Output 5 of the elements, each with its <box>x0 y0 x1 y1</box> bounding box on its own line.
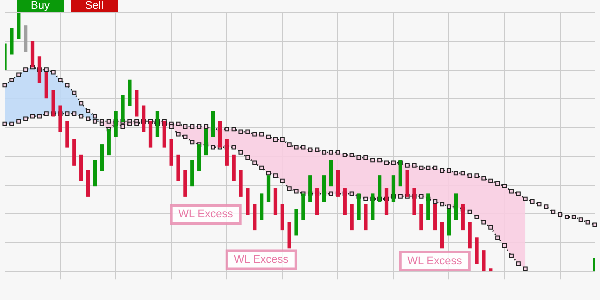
order-button: Sell <box>71 0 118 12</box>
order-button: Buy <box>17 0 64 12</box>
annotation: WL Excess <box>234 254 290 266</box>
annotation: WL Excess <box>408 255 463 268</box>
annotation: WL Excess <box>178 208 234 221</box>
